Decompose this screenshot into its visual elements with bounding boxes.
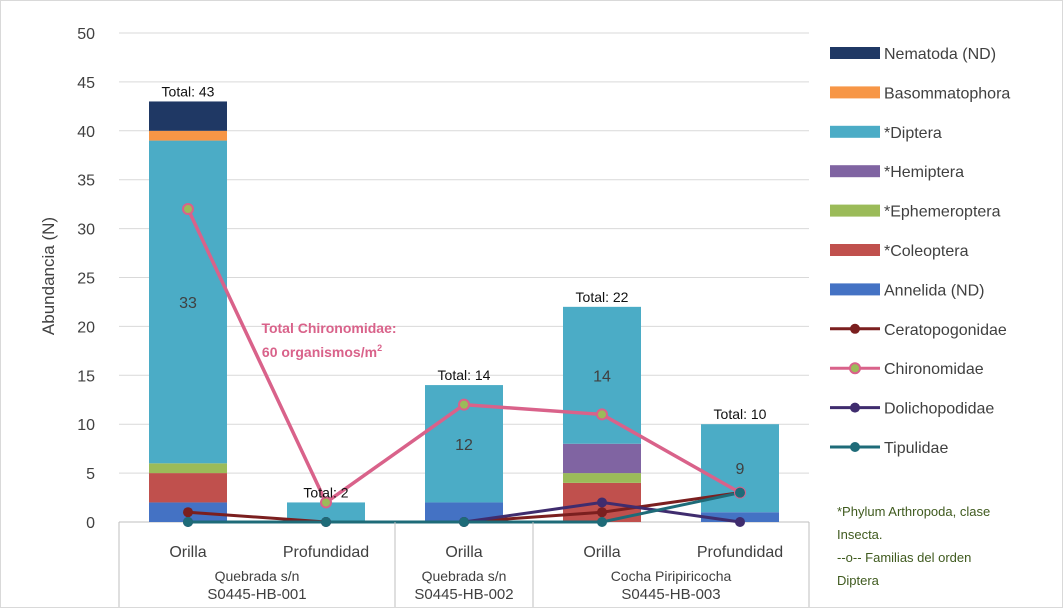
legend-label: *Coleoptera	[884, 243, 969, 260]
y-tick-label: 35	[77, 173, 95, 190]
total-label: Total: 2	[303, 484, 348, 500]
footnote-line: Diptera	[837, 573, 880, 588]
legend-swatch	[830, 165, 880, 178]
y-axis-ticks: 0 5 10 15 20 25 30 35 40 45 50	[77, 26, 95, 532]
footnote-line: Insecta.	[837, 527, 883, 542]
bars	[149, 101, 779, 522]
data-point	[321, 517, 331, 527]
x-group-label-line1: Cocha Piripiricocha	[611, 568, 732, 584]
bar-segment	[149, 140, 227, 464]
footnote: *Phylum Arthropoda, clase Insecta. --o-- F…	[837, 504, 990, 588]
legend-label: Ceratopogonidae	[884, 322, 1007, 339]
legend-swatch	[830, 283, 880, 296]
data-point	[458, 398, 470, 411]
bar-segment	[425, 502, 503, 522]
legend-label: Dolichopodidae	[884, 401, 994, 418]
y-tick-label: 20	[77, 319, 95, 336]
value-label: 14	[593, 368, 611, 385]
legend-label: Chironomidae	[884, 361, 984, 378]
y-tick-label: 40	[77, 124, 95, 141]
legend-swatch	[830, 244, 880, 256]
data-point	[596, 408, 608, 421]
data-point	[320, 496, 332, 509]
y-tick-label: 45	[77, 75, 95, 92]
value-label: 12	[455, 437, 473, 454]
legend-label: *Ephemeroptera	[884, 204, 1001, 221]
x-category-label: Orilla	[445, 544, 482, 561]
x-category-label: Orilla	[583, 544, 620, 561]
x-category-label: Profundidad	[283, 544, 369, 561]
legend-marker	[850, 402, 860, 413]
legend-swatch	[830, 204, 880, 217]
legend-swatch	[830, 86, 880, 99]
bar-segment	[563, 306, 641, 444]
total-label: Total: 10	[714, 406, 767, 422]
y-tick-label: 0	[86, 515, 95, 532]
legend-marker	[850, 323, 860, 334]
x-group-label-line2: S0445-HB-001	[207, 586, 306, 603]
bar-segment	[149, 101, 227, 131]
data-point	[735, 487, 745, 498]
legend-label: Tipulidae	[884, 440, 948, 457]
legend-label: Basommatophora	[884, 85, 1010, 102]
x-group-label-line1: Quebrada s/n	[215, 568, 300, 584]
x-axis: Orilla Profundidad Orilla Orilla Profundidad…	[118, 522, 810, 607]
annotation-superscript: 2	[377, 343, 382, 353]
annotation-text: 60 organismos/m	[262, 344, 377, 360]
bar-segment	[149, 130, 227, 141]
y-tick-label: 10	[77, 417, 95, 434]
legend-swatch	[830, 125, 880, 138]
y-tick-label: 5	[86, 466, 95, 483]
x-group-label-line2: S0445-HB-003	[621, 586, 720, 603]
x-category-label: Orilla	[169, 544, 206, 561]
bar-segment	[149, 473, 227, 503]
total-label: Total: 14	[438, 367, 491, 383]
legend-label: Nematoda (ND)	[884, 46, 996, 63]
total-label: Total: 43	[162, 83, 215, 99]
footnote-line: --o-- Familias del orden	[837, 550, 971, 565]
bar-segment	[563, 473, 641, 483]
chironomidae-annotation-line2: 60 organismos/m2	[262, 343, 382, 360]
chironomidae-annotation-line1: Total Chironomidae:	[261, 320, 396, 336]
data-point	[597, 497, 607, 508]
value-label: 33	[179, 295, 197, 312]
footnote-line: *Phylum Arthropoda, clase	[837, 504, 990, 519]
legend-label: Annelida (ND)	[884, 282, 984, 299]
x-category-label: Profundidad	[697, 544, 783, 561]
legend-marker	[849, 362, 861, 375]
legend-label: *Hemiptera	[884, 164, 964, 181]
data-point	[182, 203, 194, 216]
bar-segment	[149, 463, 227, 474]
data-point	[597, 517, 607, 527]
y-tick-label: 30	[77, 222, 95, 239]
data-point	[459, 517, 469, 527]
y-axis-label: Abundancia (N)	[39, 217, 58, 335]
gridlines	[119, 32, 809, 523]
data-point	[597, 507, 607, 518]
value-label: 9	[736, 461, 745, 478]
bar-labels: Total: 43 Total: 2 Total: 14 Total: 22 Total…	[162, 83, 767, 500]
bar-segment	[563, 443, 641, 474]
bar-segment	[287, 502, 365, 522]
y-tick-label: 50	[77, 26, 95, 43]
lines	[182, 203, 746, 527]
legend-marker	[850, 442, 860, 452]
x-group-label-line1: Quebrada s/n	[422, 568, 507, 584]
data-point	[735, 517, 745, 527]
legend: Nematoda (ND) Basommatophora *Diptera *Hemi…	[830, 46, 1010, 457]
data-point	[183, 507, 193, 518]
legend-swatch	[830, 47, 880, 59]
total-label: Total: 22	[576, 289, 629, 305]
data-point	[183, 517, 193, 527]
x-group-label-line2: S0445-HB-002	[414, 586, 513, 603]
y-tick-label: 15	[77, 368, 95, 385]
y-tick-label: 25	[77, 271, 95, 288]
legend-label: *Diptera	[884, 125, 942, 142]
